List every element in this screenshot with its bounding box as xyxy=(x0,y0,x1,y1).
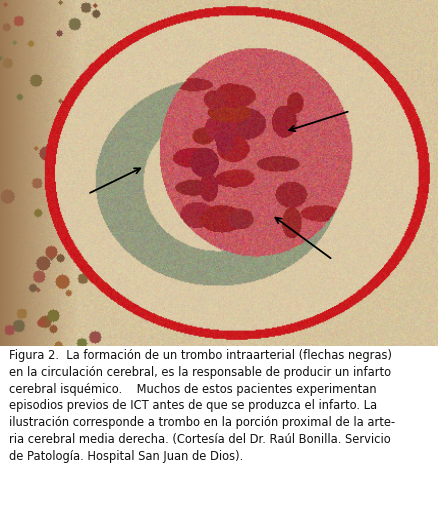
Text: Figura 2.  La formación de un trombo intraarterial (flechas negras)
en la circul: Figura 2. La formación de un trombo intr… xyxy=(9,349,395,463)
